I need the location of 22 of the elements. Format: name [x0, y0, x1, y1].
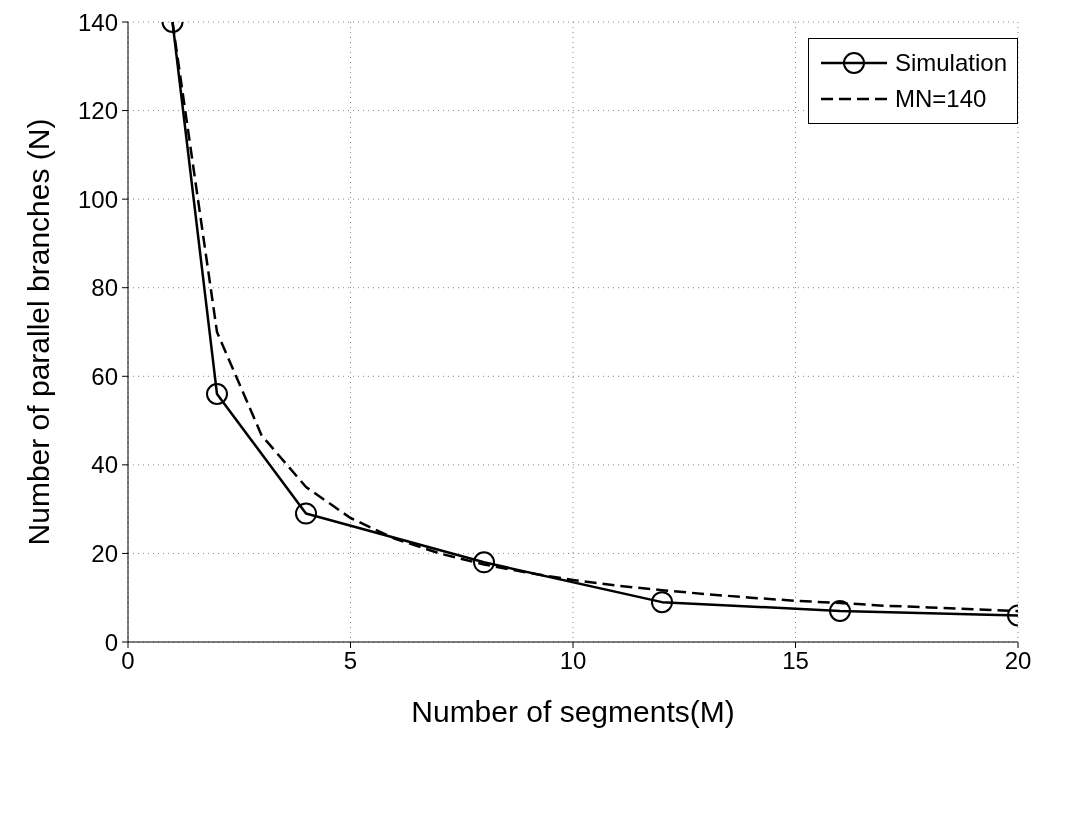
point: [473, 551, 495, 574]
y-tick-label: 20: [91, 539, 118, 567]
x-tick-label: 15: [782, 647, 809, 675]
x-tick-label: 0: [121, 647, 135, 675]
point: [829, 600, 851, 622]
legend-label: Simulation: [894, 49, 1007, 77]
x-tick-label: 10: [559, 647, 587, 675]
y-tick-label: 80: [91, 274, 118, 302]
y-tick-label: 0: [104, 628, 118, 656]
x-tick-label: 5: [343, 647, 358, 675]
point: [295, 502, 317, 525]
x-tick-label: 20: [1004, 647, 1032, 675]
y-tick-label: 100: [77, 185, 118, 213]
x-axis-title: Number of segments(M): [411, 695, 735, 728]
point: [206, 383, 228, 405]
y-tick-label: 60: [91, 362, 118, 390]
y-tick-label: 40: [91, 451, 118, 479]
y-axis-title: Number of parallel branches (N): [21, 118, 55, 546]
y-tick-label: 140: [77, 8, 118, 36]
legend-label: MN=140: [894, 85, 987, 113]
point: [651, 591, 673, 614]
y-tick-label: 120: [77, 97, 118, 125]
